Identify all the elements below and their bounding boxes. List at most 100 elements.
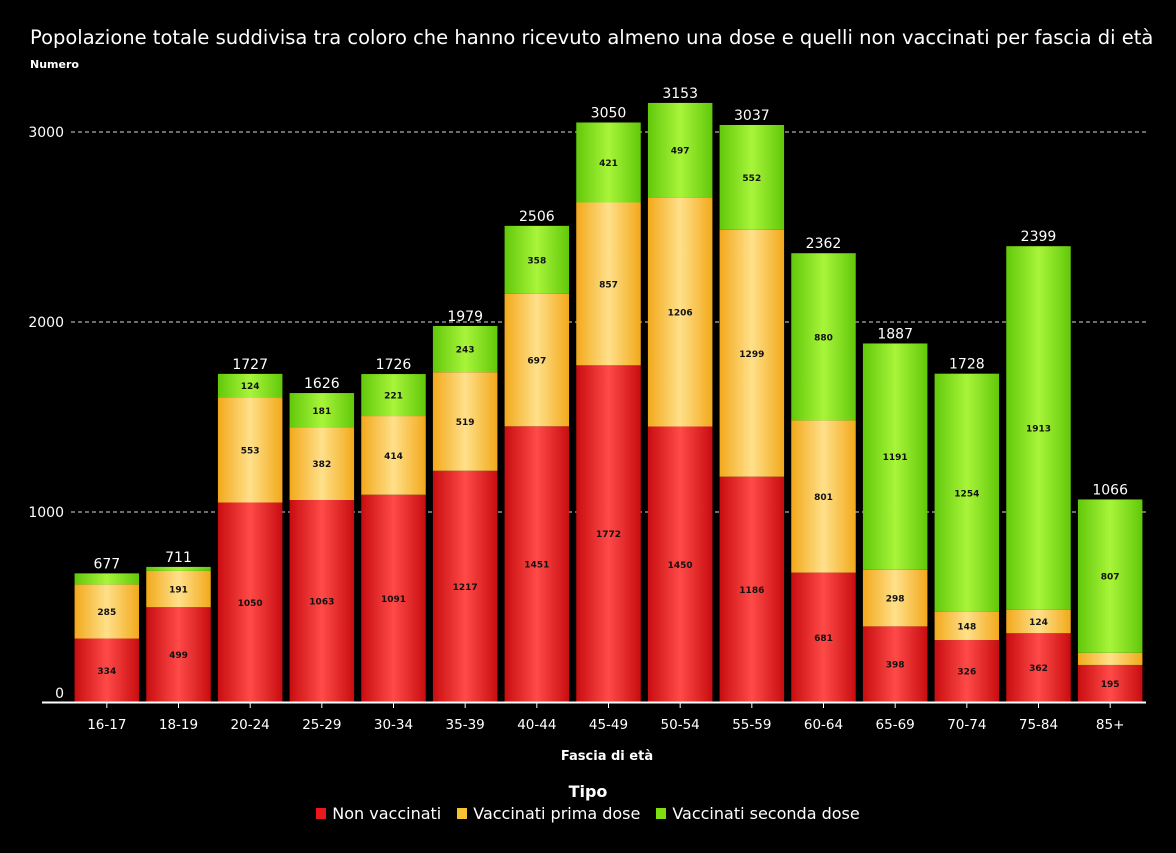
- bar-segment-vaccinati-prima-dose: [1077, 652, 1143, 665]
- x-axis-title: Fascia di età: [561, 749, 653, 764]
- bar-total-label: 3037: [734, 108, 770, 124]
- bar-segment-vaccinati-prima-dose: [289, 427, 355, 501]
- bar-segment-vaccinati-prima-dose: [576, 202, 641, 366]
- segment-value-label: 497: [671, 147, 690, 157]
- bar-segment-non-vaccinati: [289, 500, 355, 702]
- legend-item-non-vaccinati[interactable]: Non vaccinati: [316, 804, 441, 823]
- legend-title: Tipo: [568, 782, 608, 801]
- bar-segment-non-vaccinati: [432, 470, 498, 702]
- segment-value-label: 124: [241, 382, 260, 392]
- segment-value-label: 334: [97, 667, 116, 677]
- bar-segment-non-vaccinati: [647, 426, 713, 702]
- legend-item-vaccinati-prima-dose[interactable]: Vaccinati prima dose: [457, 804, 640, 823]
- bar-segment-vaccinati-prima-dose: [934, 611, 1000, 641]
- legend-swatch: [316, 808, 327, 819]
- legend-label: Vaccinati prima dose: [473, 804, 641, 823]
- bar-segment-non-vaccinati: [862, 626, 928, 702]
- bar-segment-vaccinati-prima-dose: [432, 372, 498, 471]
- x-tick-label: 85+: [1096, 717, 1125, 733]
- bar-segment-vaccinati-prima-dose: [862, 569, 928, 627]
- y-axis-title: Numero: [30, 58, 79, 71]
- bar-total-label: 3050: [591, 106, 627, 122]
- segment-value-label: 1299: [739, 350, 764, 360]
- x-tick-label: 20-24: [231, 717, 270, 733]
- y-tick-label: 2000: [28, 315, 64, 331]
- segment-value-label: 398: [886, 661, 905, 671]
- bar-segment-vaccinati-prima-dose: [146, 570, 211, 608]
- bar-segment-vaccinati-seconda-dose: [74, 573, 140, 585]
- bar-segment-non-vaccinati: [146, 607, 211, 702]
- legend-item-vaccinati-seconda-dose[interactable]: Vaccinati seconda dose: [656, 804, 860, 823]
- bar-segment-non-vaccinati: [791, 572, 856, 702]
- segment-value-label: 181: [312, 407, 331, 417]
- x-tick-label: 16-17: [87, 717, 126, 733]
- bar-segment-vaccinati-seconda-dose: [1077, 499, 1143, 653]
- segment-value-label: 1063: [309, 598, 334, 608]
- legend-items: Non vaccinati Vaccinati prima dose Vaccina…: [0, 804, 1176, 823]
- segment-value-label: 382: [312, 460, 331, 470]
- bar-segment-vaccinati-seconda-dose: [361, 374, 426, 417]
- bar-segment-non-vaccinati: [576, 365, 641, 702]
- bar-segment-vaccinati-prima-dose: [1006, 609, 1071, 634]
- segment-value-label: 362: [1029, 664, 1048, 674]
- bar-total-label: 677: [93, 556, 120, 572]
- segment-value-label: 553: [241, 446, 260, 456]
- bar-segment-non-vaccinati: [934, 640, 1000, 702]
- bar-segment-non-vaccinati: [719, 476, 785, 702]
- segment-value-label: 285: [97, 608, 116, 618]
- x-tick-label: 75-84: [1019, 717, 1058, 733]
- bar-total-label: 1979: [447, 309, 483, 325]
- segment-value-label: 1913: [1026, 424, 1051, 434]
- segment-value-label: 1772: [596, 530, 621, 540]
- x-tick-label: 65-69: [876, 717, 915, 733]
- legend-label: Non vaccinati: [332, 804, 442, 823]
- bar-segment-non-vaccinati: [1077, 664, 1143, 702]
- segment-value-label: 1450: [668, 561, 693, 571]
- segment-value-label: 807: [1101, 573, 1120, 583]
- segment-value-label: 1191: [883, 453, 908, 463]
- x-tick-label: 35-39: [446, 717, 485, 733]
- segment-value-label: 499: [169, 651, 188, 661]
- bar-segment-vaccinati-prima-dose: [791, 420, 856, 573]
- bar-total-label: 1066: [1092, 482, 1128, 498]
- x-tick-label: 18-19: [159, 717, 198, 733]
- legend: Tipo Non vaccinati Vaccinati prima dose Va…: [0, 782, 1176, 823]
- x-tick-label: 55-59: [732, 717, 771, 733]
- bar-segment-vaccinati-seconda-dose: [504, 225, 570, 294]
- segment-value-label: 1451: [524, 561, 549, 571]
- x-tick-label: 60-64: [804, 717, 843, 733]
- bar-total-label: 711: [165, 550, 192, 566]
- bar-segment-vaccinati-seconda-dose: [791, 253, 856, 421]
- segment-value-label: 191: [169, 586, 188, 596]
- y-tick-label: 0: [55, 686, 64, 702]
- segment-value-label: 243: [456, 346, 475, 356]
- bar-total-label: 1726: [376, 357, 412, 373]
- chart-title: Popolazione totale suddivisa tra coloro …: [30, 26, 1154, 49]
- segment-value-label: 857: [599, 280, 618, 290]
- bar-segment-vaccinati-seconda-dose: [217, 373, 283, 398]
- bar-segment-vaccinati-seconda-dose: [719, 124, 785, 230]
- segment-value-label: 697: [527, 357, 546, 367]
- segment-value-label: 880: [814, 333, 833, 343]
- bar-segment-vaccinati-seconda-dose: [862, 343, 928, 570]
- bar-segment-non-vaccinati: [1006, 633, 1071, 702]
- y-tick-label: 1000: [28, 505, 64, 521]
- segment-value-label: 221: [384, 392, 403, 402]
- bar-total-label: 1728: [949, 357, 985, 373]
- bar-segment-non-vaccinati: [74, 638, 140, 702]
- bar-total-label: 2506: [519, 209, 555, 225]
- bar-segment-vaccinati-seconda-dose: [647, 102, 713, 198]
- bar-total-label: 2362: [806, 236, 842, 252]
- segment-value-label: 298: [886, 595, 905, 605]
- bar-segment-vaccinati-prima-dose: [361, 416, 426, 495]
- segment-value-label: 1091: [381, 595, 406, 605]
- y-tick-label: 3000: [28, 125, 64, 141]
- bar-total-label: 2399: [1021, 229, 1057, 245]
- stacked-bar-chart: 334 285 677 499 191 711 1050 553 124 1727 1063 382 1…: [28, 86, 1146, 764]
- legend-label: Vaccinati seconda dose: [672, 804, 860, 823]
- bar-segment-vaccinati-seconda-dose: [576, 122, 641, 203]
- bar-total-label: 1626: [304, 376, 340, 392]
- segment-value-label: 1206: [668, 308, 693, 318]
- legend-swatch: [656, 808, 667, 819]
- legend-swatch: [457, 808, 468, 819]
